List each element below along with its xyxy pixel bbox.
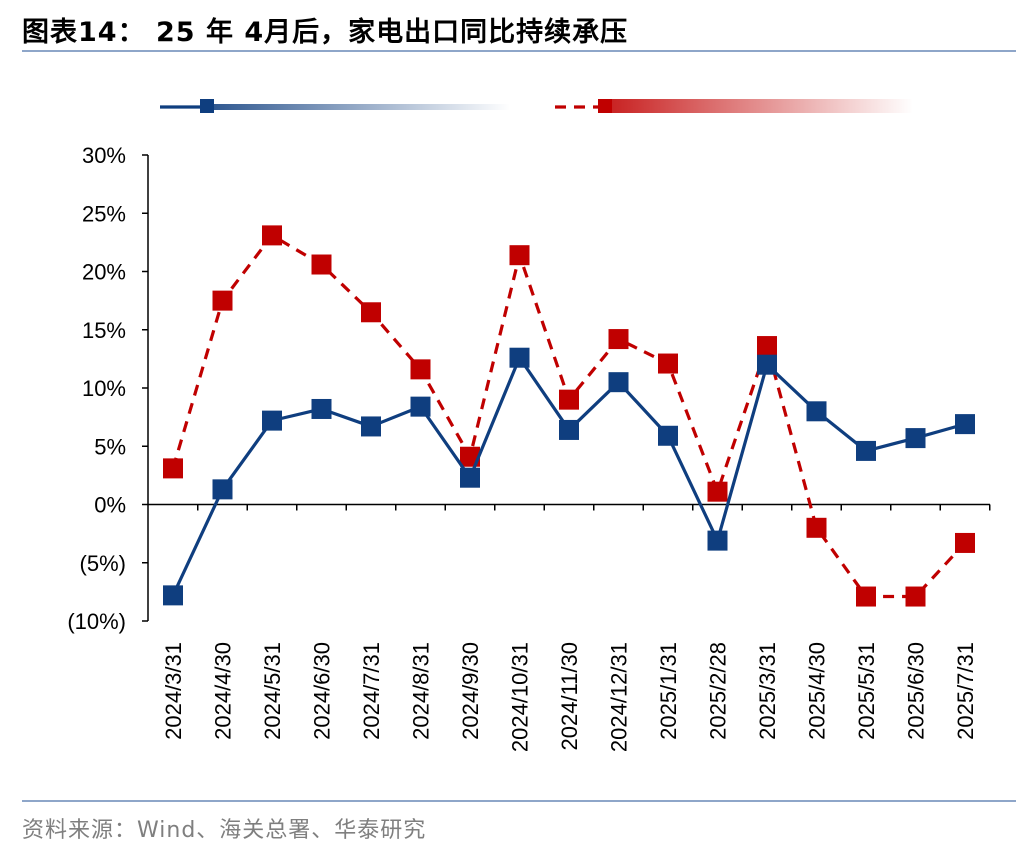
x-tick-label: 2024/5/31 — [260, 642, 285, 740]
y-tick-label: 15% — [82, 318, 126, 343]
series-0-point — [955, 414, 975, 435]
series-1-point — [905, 586, 926, 607]
x-tick-label: 2024/4/30 — [211, 642, 236, 740]
x-tick-label: 2024/11/30 — [557, 642, 582, 750]
x-tick-label: 2024/3/31 — [161, 642, 186, 740]
y-tick-label: 5% — [94, 434, 126, 459]
series-1-point — [410, 359, 431, 380]
series-1-point — [559, 389, 579, 410]
y-tick-label: (5%) — [80, 551, 126, 576]
series-1-point — [658, 353, 678, 374]
series-1-point — [806, 517, 827, 538]
series-1-point — [262, 225, 282, 246]
x-tick-label: 2025/4/30 — [805, 642, 830, 740]
x-tick-label: 2024/9/30 — [458, 642, 483, 740]
series-1-point — [608, 329, 629, 350]
header-divider — [22, 50, 1016, 52]
y-tick-label: (10%) — [67, 609, 126, 634]
series-1-point — [163, 458, 183, 479]
series-0-point — [559, 419, 579, 440]
series-0-point — [806, 401, 827, 422]
x-tick-label: 2025/7/31 — [953, 642, 978, 740]
series-1-point — [856, 586, 876, 607]
x-tick-label: 2025/3/31 — [755, 642, 780, 740]
x-tick-label: 2024/12/31 — [607, 642, 632, 752]
x-tick-label: 2024/7/31 — [359, 642, 384, 740]
x-tick-label: 2025/5/31 — [854, 642, 879, 740]
series-0-point — [856, 440, 876, 461]
legend — [160, 99, 913, 113]
series-0-point — [658, 425, 678, 446]
series-0-point — [361, 416, 381, 437]
series-0-point — [509, 347, 530, 368]
y-tick-label: 20% — [82, 260, 126, 285]
chart-title: 图表14： 25 年 4月后，家电出口同比持续承压 — [22, 17, 629, 48]
series-1-point — [361, 302, 381, 323]
footer-divider — [22, 800, 1016, 802]
series-0-point — [608, 372, 629, 393]
x-tick-label: 2024/8/31 — [409, 642, 434, 740]
series-0-point — [262, 410, 282, 431]
series-1-point — [955, 532, 975, 553]
series-1-point — [509, 245, 530, 266]
series-0-point — [707, 530, 728, 551]
y-tick-label: 25% — [82, 201, 126, 226]
y-tick-label: 0% — [94, 493, 126, 518]
series-0-point — [410, 396, 431, 417]
series-1-point — [757, 336, 777, 357]
y-tick-label: 10% — [82, 376, 126, 401]
x-tick-label: 2025/6/30 — [904, 642, 929, 740]
y-axis: 30% 25% 20% 15% 10% 5% 0% (5%) (10%) — [67, 143, 149, 634]
series-0-point — [757, 354, 777, 375]
series-0-point — [212, 479, 233, 500]
x-tick-label: 2024/6/30 — [310, 642, 335, 740]
y-tick-label: 30% — [82, 143, 126, 168]
series-0-point — [163, 585, 183, 606]
source-note: 资料来源：Wind、海关总署、华泰研究 — [22, 818, 427, 843]
series-1-point — [311, 254, 332, 275]
series-0-point — [460, 467, 480, 488]
x-tick-label: 2025/1/31 — [656, 642, 681, 740]
series-0-point — [311, 398, 332, 419]
legend-blue-marker — [200, 99, 214, 113]
legend-red-marker — [598, 99, 612, 113]
legend-blue-fade — [200, 104, 510, 110]
series-1-point — [212, 290, 233, 311]
plot-series — [163, 225, 975, 607]
x-tick-label: 2024/10/31 — [508, 642, 533, 752]
series-0-point — [905, 428, 926, 449]
series-1-point — [707, 481, 728, 502]
x-tick-label: 2025/2/28 — [706, 642, 731, 740]
legend-red-fade — [598, 99, 913, 113]
x-axis: 2024/3/31 2024/4/30 2024/5/31 2024/6/30 2024… — [148, 503, 991, 752]
